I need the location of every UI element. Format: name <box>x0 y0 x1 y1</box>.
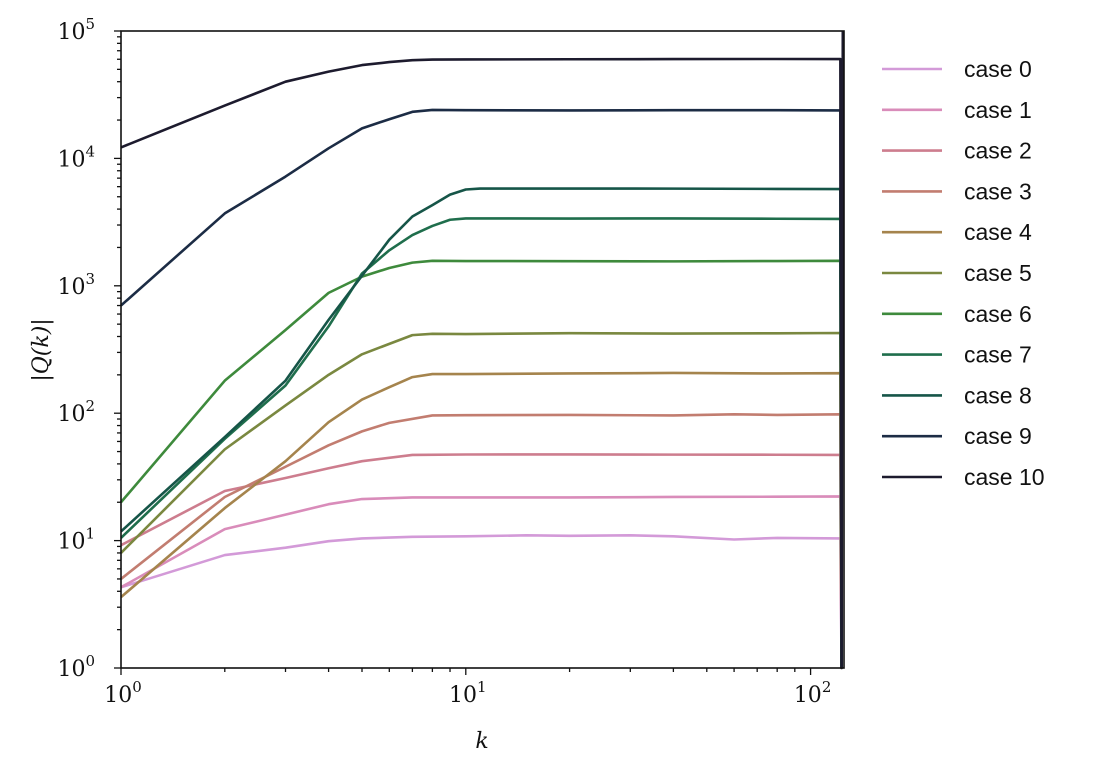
y-tick-label: 104 <box>57 142 95 172</box>
legend-label: case 4 <box>964 219 1032 245</box>
x-tick-label: 100 <box>104 678 142 708</box>
legend-label: case 8 <box>964 382 1032 408</box>
legend: case 0 case 1 case 2 case 3 case 4 case 5 case… <box>882 56 1045 490</box>
series-line-case-10 <box>120 30 845 670</box>
series-layer <box>120 30 845 670</box>
series-line-case-0 <box>120 534 843 669</box>
legend-label: case 1 <box>964 97 1032 123</box>
series-line-case-4 <box>120 371 843 669</box>
legend-label: case 9 <box>964 423 1032 449</box>
series-line-case-3 <box>120 413 843 669</box>
series-line-case-1 <box>120 495 843 669</box>
x-tick-label: 102 <box>794 678 832 708</box>
legend-label: case 5 <box>964 260 1032 286</box>
series-line-case-6 <box>120 259 843 669</box>
legend-label: case 7 <box>964 342 1032 368</box>
plot-frame <box>120 30 845 669</box>
series-line-case-9 <box>120 108 843 669</box>
x-axis-label: k <box>475 729 488 754</box>
legend-label: case 6 <box>964 301 1032 327</box>
legend-label: case 2 <box>964 138 1032 164</box>
legend-label: case 3 <box>964 178 1032 204</box>
x-tick-label: 101 <box>449 678 487 708</box>
y-tick-label: 105 <box>57 15 95 45</box>
legend-label: case 10 <box>964 464 1045 490</box>
y-tick-label: 100 <box>57 652 95 682</box>
y-tick-label: 103 <box>57 270 95 300</box>
axis-tick-labels: 100 101 102 103 104 105 100 101 102 <box>57 15 831 708</box>
axis-ticks <box>114 30 812 675</box>
series-line-case-2 <box>120 453 843 669</box>
legend-label: case 0 <box>964 56 1032 82</box>
y-tick-label: 101 <box>57 525 95 555</box>
series-line-case-7 <box>120 217 843 669</box>
y-axis-label: |Q(k)| <box>29 318 54 381</box>
y-tick-label: 102 <box>57 397 95 427</box>
series-line-case-8 <box>120 187 843 669</box>
series-line-case-5 <box>120 331 843 669</box>
